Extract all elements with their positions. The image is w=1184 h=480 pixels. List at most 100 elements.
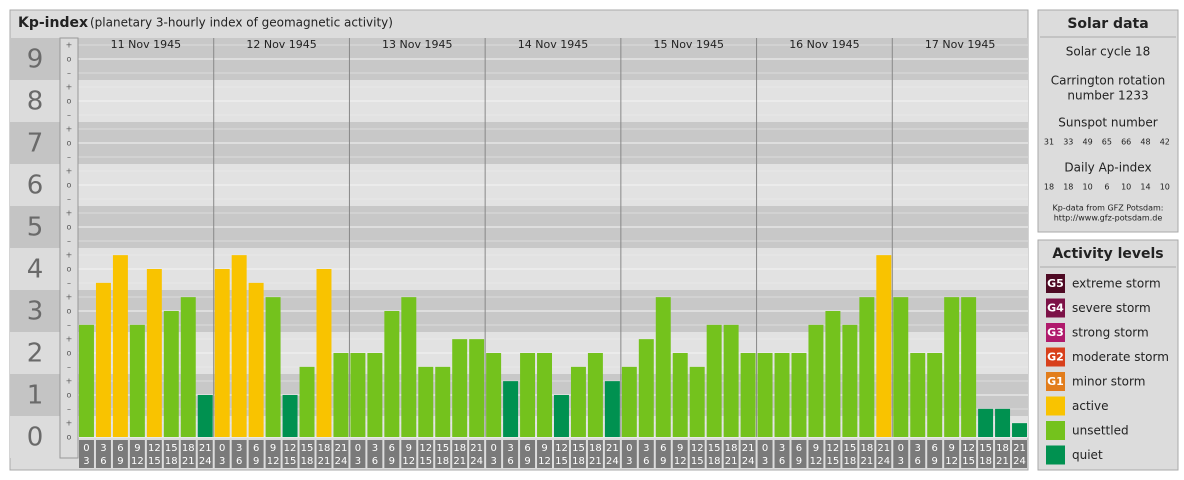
hour-label: 3	[643, 443, 649, 454]
hour-box	[859, 440, 875, 468]
band	[10, 248, 60, 290]
band	[10, 374, 60, 416]
hour-box	[927, 440, 943, 468]
hour-box	[944, 440, 960, 468]
hour-label: 12	[538, 456, 551, 467]
hour-label: 6	[643, 456, 649, 467]
minor-tick-label: –	[67, 237, 71, 246]
minor-tick-label: +	[66, 377, 73, 386]
hour-label: 21	[725, 456, 738, 467]
carrington: Carrington rotation	[1051, 74, 1165, 88]
bar	[706, 324, 722, 437]
hour-box	[384, 440, 400, 468]
hour-box	[435, 440, 451, 468]
hour-label: 18	[589, 443, 602, 454]
hour-label: 12	[962, 443, 975, 454]
hour-box	[825, 440, 841, 468]
hour-box	[282, 440, 298, 468]
sunspot-value: 66	[1121, 138, 1131, 147]
legend-swatch	[1046, 445, 1065, 465]
hour-label: 18	[165, 456, 178, 467]
hour-box	[723, 440, 739, 468]
hour-label: 15	[301, 443, 314, 454]
hour-box	[401, 440, 417, 468]
chart-title: Kp-index	[18, 15, 88, 31]
hour-label: 21	[470, 443, 483, 454]
y-tick-label: 9	[27, 45, 44, 75]
bar	[333, 353, 349, 437]
minor-tick-label: –	[67, 69, 71, 78]
legend-label: unsettled	[1072, 424, 1129, 438]
band	[10, 80, 60, 122]
hour-box	[655, 440, 671, 468]
minor-tick-label: +	[66, 419, 73, 428]
hour-box	[367, 440, 383, 468]
hour-box	[503, 440, 519, 468]
hour-box	[452, 440, 468, 468]
minor-tick-label: –	[67, 321, 71, 330]
hour-box	[418, 440, 434, 468]
hour-label: 24	[1013, 456, 1026, 467]
legend-swatch	[1046, 372, 1065, 391]
y-tick-label: 7	[27, 129, 44, 159]
hour-label: 24	[199, 456, 212, 467]
hour-label: 21	[182, 456, 195, 467]
bar	[367, 353, 383, 437]
hour-box	[842, 440, 858, 468]
hour-box	[316, 440, 332, 468]
hour-label: 3	[626, 456, 632, 467]
y-tick-label: 1	[27, 381, 44, 411]
minor-tick-label: +	[66, 293, 73, 302]
minor-tick-label: o	[67, 265, 72, 274]
hour-box	[876, 440, 892, 468]
sunspot-title: Sunspot number	[1058, 116, 1157, 130]
hour-box	[791, 440, 807, 468]
hour-label: 6	[236, 456, 242, 467]
hour-label: 18	[572, 456, 585, 467]
hour-label: 0	[219, 443, 225, 454]
bar	[112, 255, 128, 437]
bar	[774, 353, 790, 437]
hour-box	[638, 440, 654, 468]
sunspot-value: 65	[1102, 138, 1112, 147]
hour-label: 9	[948, 443, 954, 454]
day-label: 12 Nov 1945	[246, 38, 316, 51]
minor-tick-label: –	[67, 153, 71, 162]
credit: http://www.gfz-potsdam.de	[1054, 214, 1163, 223]
hour-label: 21	[1013, 443, 1026, 454]
hour-label: 9	[270, 443, 276, 454]
ap-value: 18	[1044, 183, 1054, 192]
hour-label: 18	[860, 443, 873, 454]
hour-label: 3	[762, 456, 768, 467]
hour-label: 3	[779, 443, 785, 454]
hour-label: 15	[962, 456, 975, 467]
day-label: 13 Nov 1945	[382, 38, 452, 51]
bar	[520, 353, 536, 437]
hour-box	[621, 440, 637, 468]
bar	[570, 366, 586, 437]
band	[10, 206, 60, 248]
hour-label: 18	[318, 443, 331, 454]
hour-box	[774, 440, 790, 468]
legend-code: G3	[1047, 326, 1064, 339]
legend-label: moderate storm	[1072, 350, 1169, 364]
sunspot-value: 33	[1063, 138, 1073, 147]
band	[10, 122, 60, 164]
hour-label: 15	[165, 443, 178, 454]
hour-label: 24	[742, 456, 755, 467]
hour-label: 24	[335, 456, 348, 467]
hour-box	[1012, 440, 1027, 468]
hour-label: 3	[100, 443, 106, 454]
hour-box	[961, 440, 977, 468]
bar	[927, 353, 943, 437]
minor-tick-label: +	[66, 209, 73, 218]
hour-label: 9	[117, 456, 123, 467]
hour-label: 12	[674, 456, 687, 467]
hour-label: 9	[813, 443, 819, 454]
hour-label: 18	[725, 443, 738, 454]
bar	[248, 282, 264, 437]
minor-tick-label: +	[66, 41, 73, 50]
bar	[79, 324, 94, 437]
hour-label: 12	[419, 443, 432, 454]
hour-label: 0	[490, 443, 496, 454]
